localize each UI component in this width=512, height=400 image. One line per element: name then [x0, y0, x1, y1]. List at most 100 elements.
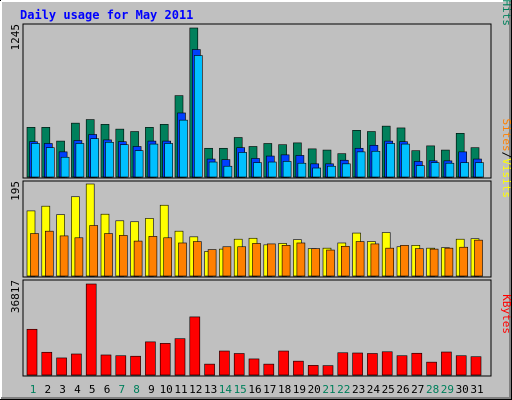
kbytes-bar — [441, 351, 452, 376]
pages-bar — [460, 162, 470, 178]
kbytes-bar — [426, 361, 437, 376]
x-tick-label: 8 — [133, 383, 140, 396]
kbytes-bar — [204, 363, 215, 376]
pages-bar — [267, 161, 277, 178]
pages-bar — [223, 165, 233, 178]
sites-bar — [414, 248, 424, 277]
x-tick-label: 22 — [337, 383, 350, 396]
x-tick-label: 23 — [352, 383, 365, 396]
x-tick-label: 2 — [44, 383, 51, 396]
legend-entry: Hits — [500, 0, 512, 26]
x-tick-label: 15 — [234, 383, 247, 396]
x-tick-label: 9 — [148, 383, 155, 396]
pages-bar — [75, 143, 85, 178]
kbytes-bar — [159, 343, 171, 376]
kbytes-bar — [455, 355, 467, 376]
kbytes-bar — [381, 351, 393, 376]
x-tick-label: 10 — [160, 383, 173, 396]
scale-label-kbytes: 36817 — [9, 280, 22, 313]
pages-bar — [401, 143, 410, 178]
x-tick-label: 7 — [118, 383, 125, 396]
pages-bar — [208, 161, 218, 178]
pages-bar — [253, 162, 262, 178]
x-tick-label: 31 — [470, 383, 483, 396]
sites-bar — [30, 233, 39, 277]
legend-entry: Visits — [500, 158, 512, 198]
legend-entry: KBytes — [500, 294, 512, 334]
sites-bar — [370, 243, 380, 277]
kbytes-bar — [352, 352, 363, 376]
kbytes-bar — [100, 354, 112, 376]
pages-bar — [60, 156, 70, 178]
x-tick-label: 30 — [456, 383, 469, 396]
kbytes-bar — [293, 360, 304, 376]
pages-bar — [327, 165, 336, 178]
kbytes-bar — [307, 365, 319, 376]
legend-entry: / — [500, 152, 512, 159]
kbytes-bar — [174, 338, 186, 376]
x-tick-label: 16 — [248, 383, 261, 396]
x-tick-label: 19 — [293, 383, 306, 396]
x-tick-label: 21 — [322, 383, 335, 396]
x-tick-label: 26 — [396, 383, 409, 396]
sites-bar — [89, 225, 98, 277]
pages-bar — [297, 162, 307, 178]
x-tick-label: 1 — [30, 383, 37, 396]
kbytes-bar — [219, 350, 230, 376]
sites-bar — [44, 230, 54, 277]
pages-bar — [31, 143, 40, 178]
kbytes-bar — [130, 355, 141, 376]
sites-bar — [237, 246, 246, 277]
kbytes-bar — [145, 341, 156, 376]
sites-bar — [193, 241, 202, 277]
pages-bar — [120, 144, 129, 178]
sites-bar — [59, 235, 69, 277]
sites-bar — [281, 245, 291, 277]
kbytes-bar — [337, 352, 349, 376]
x-axis-day-labels: 1 2 3 4 5 6 7 8 9 10 11 12 13 14 15 16 17 18 19 20 21 22 23 24 2… — [30, 383, 484, 396]
pages-bar — [45, 147, 55, 178]
pages-bar — [105, 141, 114, 178]
sites-bar — [163, 237, 172, 277]
kbytes-bar — [41, 351, 53, 376]
x-tick-label: 5 — [89, 383, 96, 396]
scale-label-visits: 195 — [9, 181, 22, 201]
pages-bar — [386, 143, 396, 178]
legend-sites-visits: Sites/Visits — [500, 119, 512, 199]
sites-bar — [104, 233, 113, 277]
x-tick-label: 14 — [219, 383, 233, 396]
legend-entry: Sites — [500, 119, 512, 152]
x-tick-label: 20 — [308, 383, 321, 396]
x-tick-label: 24 — [367, 383, 381, 396]
x-tick-label: 29 — [441, 383, 454, 396]
sites-bar — [355, 241, 365, 277]
pages-bar — [134, 150, 144, 178]
sites-bar — [385, 247, 395, 277]
x-tick-label: 12 — [189, 383, 202, 396]
x-tick-label: 13 — [204, 383, 217, 396]
legend-pages-files-hits: Pages/Files/Hits — [500, 0, 512, 26]
sites-bar — [474, 239, 483, 277]
pages-bar — [238, 152, 247, 178]
pages-bar — [341, 163, 351, 178]
pages-bar — [164, 143, 173, 178]
x-tick-label: 27 — [411, 383, 424, 396]
sites-bar — [178, 242, 187, 277]
kbytes-bar — [56, 357, 67, 376]
sites-bar — [74, 237, 84, 277]
pages-bar — [312, 167, 322, 178]
pages-bar — [282, 161, 292, 178]
x-tick-label: 25 — [382, 383, 395, 396]
kbytes-bar — [71, 353, 82, 376]
kbytes-bar — [115, 355, 127, 376]
pages-bar — [430, 162, 440, 178]
sites-bar — [326, 249, 335, 277]
scale-label-hits: 1245 — [9, 24, 22, 51]
x-tick-label: 17 — [263, 383, 276, 396]
kbytes-bar — [189, 316, 201, 376]
pages-bar — [194, 55, 203, 178]
pages-bar — [475, 162, 484, 178]
x-tick-label: 11 — [174, 383, 187, 396]
sites-bar — [207, 249, 217, 277]
